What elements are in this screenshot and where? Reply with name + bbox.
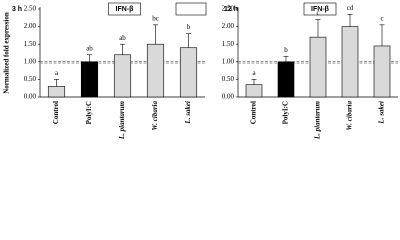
significance-letter: ab	[86, 44, 93, 52]
panel-title: 12 h	[224, 6, 238, 13]
panel-title: 3 h	[12, 6, 22, 13]
x-tick-label: W. cibaria	[346, 101, 354, 131]
significance-letter: cd	[347, 4, 354, 12]
significance-letter: c	[380, 14, 383, 22]
significance-letter: bc	[152, 14, 159, 22]
y-tick-label: 0.50	[222, 75, 235, 83]
x-tick-label: Control	[52, 101, 60, 124]
y-tick-label: 1.50	[24, 40, 37, 48]
significance-letter: a	[55, 69, 59, 77]
bar	[245, 84, 263, 98]
y-tick-label: 2.00	[222, 22, 235, 30]
y-tick-label: 2.50	[222, 5, 235, 13]
y-tick-label: 0.50	[24, 75, 37, 83]
bar	[277, 61, 295, 98]
subtitle-box	[108, 2, 141, 16]
significance-letter: a	[252, 69, 256, 77]
significance-letter: b	[187, 23, 191, 31]
y-tick-label: 0.00	[24, 93, 37, 101]
y-axis-title: Normalized fold expression	[3, 12, 11, 94]
y-tick-label: 0.00	[222, 93, 235, 101]
x-tick-label: PolyI:C	[282, 101, 290, 124]
y-tick-label: 2.00	[24, 22, 37, 30]
bar	[47, 86, 66, 98]
bar	[179, 47, 198, 98]
y-tick-label: 1.50	[222, 40, 235, 48]
bar	[113, 54, 132, 98]
x-tick-label: L. sakei	[184, 101, 192, 125]
panel-subtitle: IFN-β	[116, 6, 135, 13]
x-tick-label: Control	[250, 101, 258, 124]
bar	[341, 26, 359, 98]
y-tick-label: 1.00	[24, 57, 37, 65]
significance-letter: c	[316, 9, 319, 17]
x-tick-label: L. plantarum	[118, 100, 126, 140]
bar	[309, 36, 327, 98]
subtitle-box	[303, 2, 337, 16]
x-tick-label: PolyI:C	[85, 101, 93, 124]
chart: Normalized fold expression 0.00 0.50 1.00 1.…	[3, 2, 398, 140]
significance-letter: b	[284, 46, 288, 54]
significance-letter: ab	[119, 34, 126, 42]
x-tick-label: W. cibaria	[151, 101, 159, 131]
title-box	[175, 2, 207, 16]
x-tick-label: L. sakei	[378, 101, 386, 125]
bar	[146, 43, 165, 98]
x-tick-label: L. plantarum	[314, 100, 322, 140]
bar	[373, 45, 391, 98]
y-tick-label: 1.00	[222, 57, 235, 65]
bar	[80, 61, 99, 98]
panel-subtitle: IFN-β	[311, 6, 330, 13]
y-tick-label: 2.50	[24, 5, 37, 13]
